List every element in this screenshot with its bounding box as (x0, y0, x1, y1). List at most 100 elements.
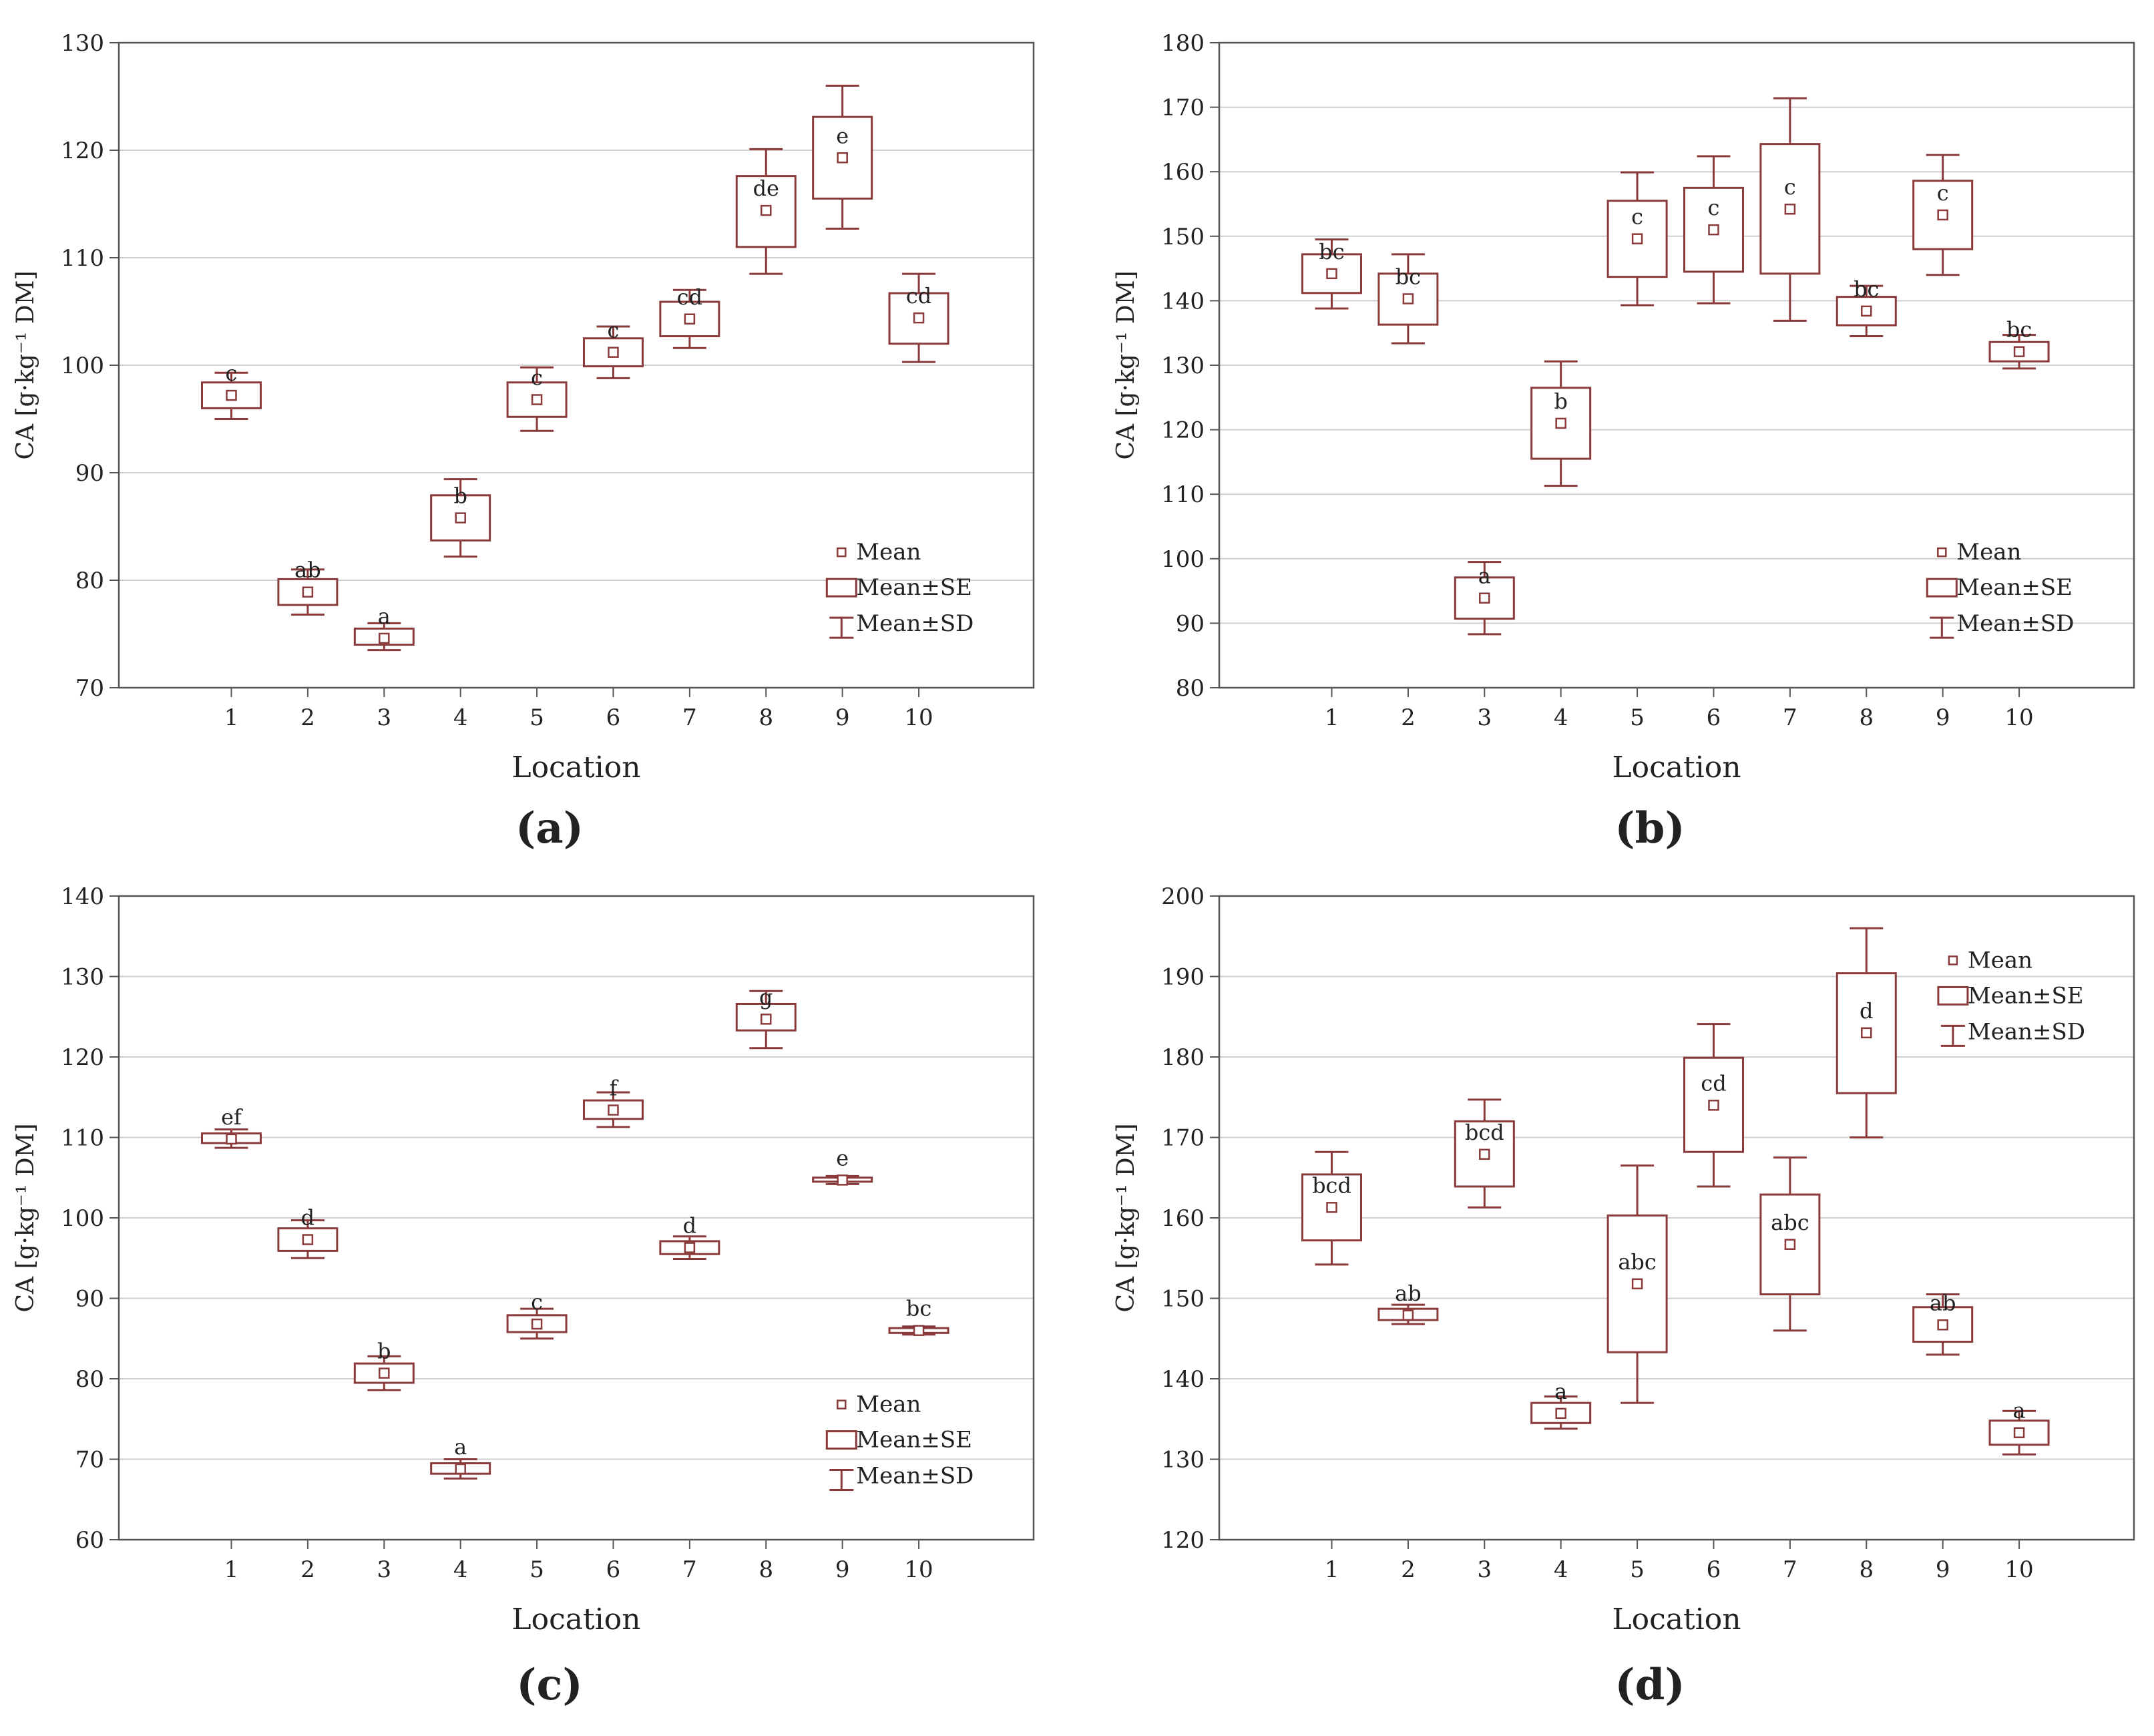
x-tick-label: 5 (529, 1556, 544, 1583)
y-tick-label: 130 (61, 964, 104, 991)
legend-mean-label: Mean (1956, 539, 2021, 566)
y-tick-label: 140 (1161, 1366, 1205, 1393)
y-tick-label: 120 (1161, 417, 1205, 444)
group-letter: ef (221, 1104, 243, 1130)
mean-marker (608, 1104, 619, 1116)
box-location-7: d (659, 1213, 720, 1260)
legend-sd-label: Mean±SD (856, 610, 974, 637)
y-tick-label: 100 (61, 353, 104, 379)
group-letter: b (377, 1339, 391, 1364)
y-tick-label: 90 (1176, 610, 1205, 637)
mean-marker (1479, 592, 1490, 604)
mean-marker (1708, 1100, 1719, 1111)
group-letter: c (1937, 180, 1949, 206)
x-tick-label: 9 (835, 704, 850, 731)
legend-mean-marker (837, 1399, 847, 1409)
group-letter: bc (906, 1296, 931, 1321)
mean-marker (302, 1234, 314, 1245)
x-tick-label: 10 (2004, 704, 2033, 731)
x-tick-label: 9 (1936, 1556, 1950, 1583)
group-letter: a (378, 604, 391, 629)
plot-frame (118, 41, 1035, 689)
se-box (1301, 253, 1363, 294)
group-letter: ab (294, 558, 321, 583)
box-location-4: b (430, 478, 491, 558)
box-location-8: g (735, 984, 797, 1050)
y-tick-label: 130 (1161, 353, 1205, 379)
y-tick-label: 90 (75, 1286, 104, 1313)
mean-marker (1402, 1309, 1414, 1321)
x-tick-label: 8 (1859, 704, 1874, 731)
box-location-3: a (1454, 561, 1515, 636)
legend-sd-label: Mean±SD (1956, 610, 2074, 637)
y-axis-label: CA [g·kg⁻¹ DM] (12, 1123, 39, 1312)
se-box (1988, 1420, 2050, 1446)
box-location-10: bc (888, 1296, 949, 1336)
box-location-5: c (506, 1289, 568, 1340)
mean-marker (837, 1174, 848, 1186)
y-tick-label: 100 (61, 1205, 104, 1232)
mean-marker (684, 1242, 696, 1253)
legend-se-label: Mean±SE (1956, 574, 2073, 601)
y-tick-label: 110 (61, 245, 104, 272)
group-letter: d (301, 1205, 314, 1231)
mean-marker (1861, 305, 1872, 317)
mean-marker (379, 1367, 390, 1379)
group-letter: cd (906, 283, 931, 308)
se-box (1377, 272, 1439, 326)
box-location-5: abc (1606, 1164, 1668, 1404)
y-tick-label: 70 (75, 1447, 104, 1474)
box-location-9: e (812, 84, 873, 230)
legend-se-box (1937, 986, 1969, 1006)
legend-se-label: Mean±SE (1968, 982, 2084, 1009)
box-location-3: a (353, 604, 415, 652)
box-location-2: d (277, 1205, 339, 1259)
mean-marker (1784, 203, 1796, 215)
y-tick-label: 110 (1161, 481, 1205, 508)
plot-frame (1218, 41, 2135, 689)
se-box (506, 381, 568, 418)
x-tick-label: 10 (904, 704, 933, 731)
y-tick-label: 130 (1161, 1447, 1205, 1474)
x-tick-label: 3 (1477, 1556, 1492, 1583)
group-letter: bc (1395, 264, 1421, 290)
box-location-3: bcd (1454, 1098, 1515, 1209)
mean-marker (302, 586, 314, 598)
y-tick-label: 120 (61, 138, 104, 164)
box-location-1: ef (201, 1104, 262, 1149)
x-tick-label: 7 (682, 704, 697, 731)
group-letter: c (1631, 204, 1643, 230)
y-tick-label: 120 (1161, 1527, 1205, 1554)
y-axis-label: CA [g·kg⁻¹ DM] (12, 270, 39, 459)
mean-marker (1555, 1407, 1566, 1420)
legend-sd-label: Mean±SD (856, 1463, 974, 1490)
mean-marker (2013, 1427, 2025, 1438)
y-tick-label: 170 (1161, 95, 1205, 122)
x-tick-label: 2 (300, 704, 315, 731)
x-tick-label: 4 (453, 704, 468, 731)
x-axis-label: Location (511, 1602, 640, 1637)
y-tick-label: 100 (1161, 546, 1205, 573)
x-tick-label: 6 (1707, 704, 1721, 731)
y-tick-label: 150 (1161, 1286, 1205, 1313)
box-location-9: e (812, 1145, 873, 1186)
box-location-9: ab (1912, 1290, 1974, 1356)
legend-mean-label: Mean (1968, 947, 2032, 973)
x-tick-label: 9 (1936, 704, 1950, 731)
x-axis-label: Location (1612, 750, 1741, 785)
mean-marker (913, 312, 925, 324)
group-letter: c (1708, 195, 1720, 220)
x-tick-label: 4 (1554, 704, 1568, 731)
legend-se-label: Mean±SE (856, 1427, 972, 1454)
box-location-1: c (201, 361, 262, 420)
group-letter: d (683, 1213, 696, 1239)
box-location-6: cd (1683, 1023, 1744, 1188)
mean-marker (1326, 268, 1337, 280)
y-tick-label: 60 (75, 1527, 104, 1554)
y-tick-label: 70 (75, 675, 104, 702)
x-tick-label: 8 (759, 704, 773, 731)
mean-marker (1402, 293, 1414, 304)
y-tick-label: 120 (61, 1044, 104, 1071)
